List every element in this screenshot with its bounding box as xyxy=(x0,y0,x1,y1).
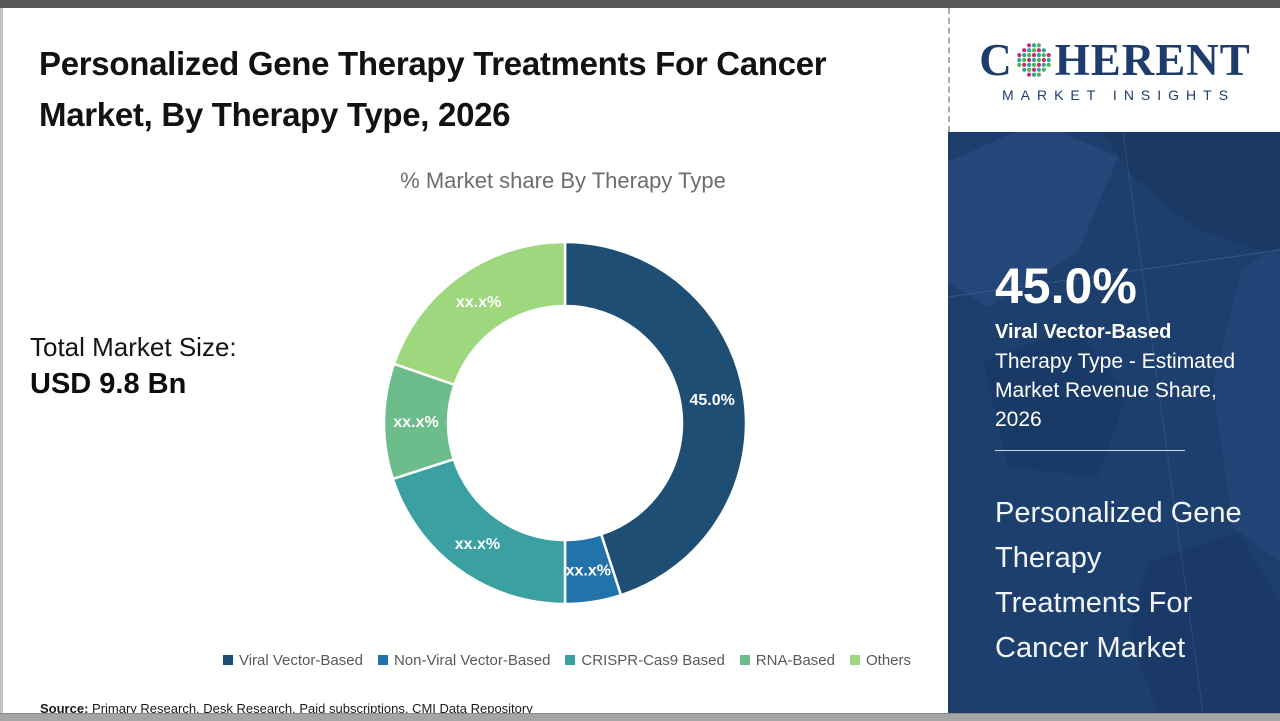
page-title: Personalized Gene Therapy Treatments For… xyxy=(39,45,827,133)
donut-chart: 45.0% xx.x% xx.x% xx.x% xx.x% xyxy=(375,233,755,613)
legend-item-1: Non-Viral Vector-Based xyxy=(377,651,551,669)
slice-label-2: xx.x% xyxy=(455,536,500,553)
donut-slice-4 xyxy=(392,240,567,387)
stat-value: 45.0% xyxy=(995,258,1137,314)
legend-swatch-icon xyxy=(850,655,860,665)
legend-swatch-icon xyxy=(222,655,233,665)
source-label: Source: xyxy=(40,701,89,716)
legend-label: RNA-Based xyxy=(755,651,835,669)
legend-item-3: RNA-Based xyxy=(739,651,835,669)
legend-label: Viral Vector-Based xyxy=(238,651,363,669)
top-frame-bar xyxy=(0,0,1280,8)
logo-wordmark: C HERENT xyxy=(979,34,1251,85)
slice-label-0: 45.0% xyxy=(689,392,734,409)
source-line: Source: Primary Research, Desk Research,… xyxy=(40,701,533,716)
legend-label: Others xyxy=(866,651,912,669)
slice-label-3: xx.x% xyxy=(393,414,438,431)
logo-subtitle: MARKET INSIGHTS xyxy=(1001,86,1236,103)
donut-chart-svg: 45.0% xx.x% xx.x% xx.x% xx.x% xyxy=(382,240,748,606)
source-text: Primary Research, Desk Research, Paid su… xyxy=(88,701,533,716)
left-frame-edge xyxy=(0,8,3,713)
chart-subtitle: % Market share By Therapy Type xyxy=(400,168,726,193)
sidebar-content: 45.0% Viral Vector-Based Therapy Type - … xyxy=(948,132,1280,671)
legend-item-2: CRISPR-Cas9 Based xyxy=(565,651,725,669)
chart-legend: Viral Vector-Based Non-Viral Vector-Based… xyxy=(193,649,941,671)
sidebar-divider xyxy=(995,450,1185,451)
legend-item-0: Viral Vector-Based xyxy=(222,651,363,669)
bottom-frame-bar xyxy=(0,713,1280,721)
total-market-size-label: Total Market Size: xyxy=(30,332,237,362)
stat-label-bold: Viral Vector-Based xyxy=(995,321,1172,343)
legend-swatch-icon xyxy=(565,655,576,665)
logo-word-rest: HERENT xyxy=(1054,34,1251,85)
legend-swatch-icon xyxy=(739,655,750,665)
donut-slice-2 xyxy=(391,457,567,606)
stat-label-rest: Therapy Type - Estimated Market Revenue … xyxy=(995,350,1236,431)
donut-slice-0 xyxy=(563,240,748,597)
logo-globe-icon xyxy=(1016,43,1051,77)
legend-item-4: Others xyxy=(850,652,911,669)
sidebar-market-title: Personalized Gene Therapy Treatments For… xyxy=(995,497,1242,664)
slice-label-4: xx.x% xyxy=(456,294,501,311)
logo-letter-c: C xyxy=(979,34,1013,85)
legend-swatch-icon xyxy=(377,655,388,665)
main-content: Personalized Gene Therapy Treatments For… xyxy=(3,8,948,716)
legend-label: Non-Viral Vector-Based xyxy=(393,651,551,669)
slice-label-1: xx.x% xyxy=(566,563,611,580)
total-market-size-value: USD 9.8 Bn xyxy=(30,368,187,400)
coherent-logo: C HERENT MARKET INSIGHTS xyxy=(948,8,1280,132)
sidebar-panel: 45.0% Viral Vector-Based Therapy Type - … xyxy=(948,132,1280,713)
legend-label: CRISPR-Cas9 Based xyxy=(581,651,725,669)
